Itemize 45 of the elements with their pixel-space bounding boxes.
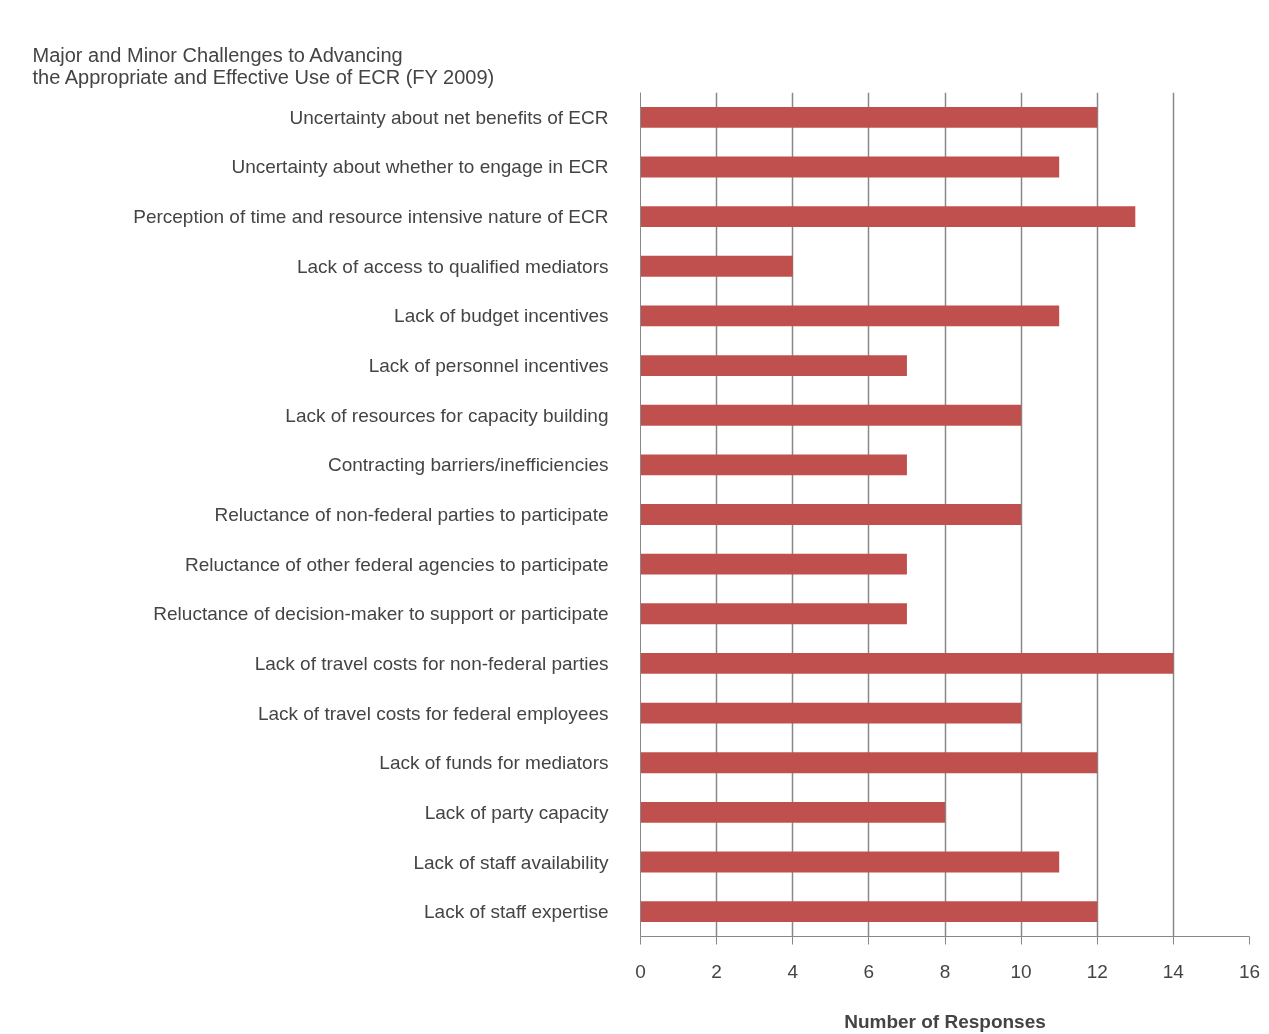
bar — [640, 106, 1098, 128]
bar — [640, 901, 1098, 923]
y-tick-label: Reluctance of decision-maker to support or participate — [153, 603, 609, 625]
bar — [640, 752, 1098, 774]
y-tick-label: Lack of party capacity — [424, 801, 609, 823]
y-tick-label: Lack of travel costs for non-federal parties — [254, 652, 609, 674]
y-tick-label: Reluctance of non-federal parties to participate — [214, 504, 609, 525]
bar — [640, 603, 907, 625]
y-tick-label: Perception of time and resource intensive nature of ECR — [133, 206, 609, 228]
bar — [640, 255, 793, 277]
x-tick-label: 0 — [635, 960, 646, 982]
y-tick-label: Lack of personnel incentives — [368, 355, 609, 377]
bar — [640, 404, 1022, 426]
y-tick-label: Lack of funds for mediators — [379, 752, 609, 774]
x-tick-label: 8 — [939, 960, 951, 982]
x-tick-label: 4 — [787, 960, 799, 982]
y-tick-label: Uncertainty about whether to engage in ECR — [231, 156, 609, 178]
text: Major and Minor Challenges to Advancing the Appropriate and Effective Use of ECR (FY 2009) — [32, 43, 495, 88]
y-tick-label: Lack of resources for capacity building — [285, 404, 609, 426]
bar — [640, 454, 907, 476]
y-tick-label: Uncertainty about net benefits of ECR — [289, 106, 609, 128]
x-tick-label: 12 — [1086, 960, 1108, 982]
y-tick-label: Reluctance of other federal agencies to participate — [184, 553, 609, 575]
bar — [640, 553, 907, 575]
y-tick-label: Lack of access to qualified mediators — [296, 255, 609, 277]
x-tick-label: 2 — [711, 960, 722, 982]
y-tick-label: Contracting barriers/inefficiencies — [327, 454, 609, 476]
bar — [640, 206, 1136, 228]
bar — [640, 156, 1060, 178]
y-tick-label: Lack of staff expertise — [424, 901, 609, 923]
bar — [640, 653, 1174, 674]
y-tick-label: Lack of staff availability — [413, 851, 609, 873]
x-axis-title: Number of Responses — [844, 1010, 1046, 1032]
y-tick-label: Lack of budget incentives — [394, 305, 609, 327]
y-tick-label: Lack of travel costs for federal employees — [257, 702, 609, 724]
bar — [640, 305, 1060, 327]
x-tick-label: 14 — [1162, 960, 1185, 982]
bar — [640, 355, 907, 376]
x-tick-label: 6 — [863, 960, 875, 982]
x-tick-label: 10 — [1010, 960, 1032, 982]
bar — [640, 702, 1022, 724]
bar — [640, 851, 1060, 873]
bar — [640, 504, 1022, 525]
bar — [640, 801, 945, 823]
x-tick-label: 16 — [1238, 960, 1261, 982]
